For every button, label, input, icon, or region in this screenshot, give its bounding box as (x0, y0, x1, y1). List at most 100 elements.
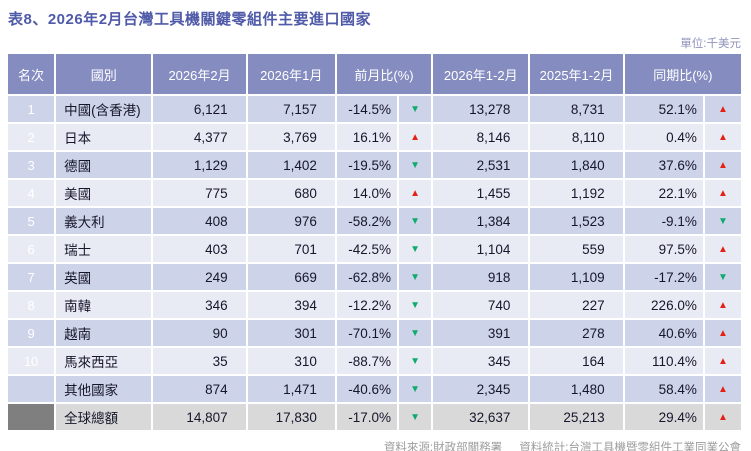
table-row: 6 瑞士 403 701 -42.5% ▼ 1,104 559 97.5% ▲ (8, 236, 741, 262)
trend-up-icon: ▲ (704, 124, 741, 150)
mom-percent: -19.5% (336, 152, 398, 178)
trend-down-icon: ▼ (704, 208, 741, 234)
trend-up-icon: ▲ (704, 376, 741, 402)
jan-2026-value: 680 (247, 180, 335, 206)
trend-up-icon: ▲ (704, 320, 741, 346)
rank-cell: 10 (8, 348, 55, 374)
ytd-2025-value: 1,523 (530, 208, 623, 234)
table-row: 其他國家 874 1,471 -40.6% ▼ 2,345 1,480 58.4% ▲ (8, 376, 741, 402)
trend-down-icon: ▼ (704, 264, 741, 290)
col-header-country: 國別 (56, 54, 152, 94)
ytd-2025-value: 8,110 (530, 124, 623, 150)
country-cell: 英國 (56, 264, 152, 290)
ytd-2026-value: 918 (433, 264, 529, 290)
yoy-percent: 97.5% (624, 236, 703, 262)
col-header-rank: 名次 (8, 54, 55, 94)
header-row: 名次 國別 2026年2月 2026年1月 前月比(%) 2026年1-2月 2… (8, 54, 741, 94)
yoy-percent: 58.4% (624, 376, 703, 402)
ytd-2026-value: 1,104 (433, 236, 529, 262)
feb-2026-value: 35 (153, 348, 246, 374)
trend-down-icon: ▼ (399, 376, 432, 402)
table-body: 1 中國(含香港) 6,121 7,157 -14.5% ▼ 13,278 8,731 52.1… (8, 96, 741, 430)
trend-down-icon: ▼ (399, 292, 432, 318)
yoy-percent: 52.1% (624, 96, 703, 122)
ytd-2026-value: 2,345 (433, 376, 529, 402)
mom-percent: -12.2% (336, 292, 398, 318)
ytd-2026-value: 391 (433, 320, 529, 346)
statistics-label: 資料統計:台灣工具機暨零組件工業同業公會 (519, 442, 741, 451)
jan-2026-value: 310 (247, 348, 335, 374)
rank-cell: 8 (8, 292, 55, 318)
trend-up-icon: ▲ (704, 292, 741, 318)
trend-down-icon: ▼ (399, 96, 432, 122)
trend-down-icon: ▼ (399, 404, 432, 430)
jan-2026-value: 1,471 (247, 376, 335, 402)
rank-cell (8, 376, 55, 402)
trend-down-icon: ▼ (399, 152, 432, 178)
jan-2026-value: 3,769 (247, 124, 335, 150)
col-header-jan-2026: 2026年1月 (247, 54, 335, 94)
country-cell: 中國(含香港) (56, 96, 152, 122)
trend-down-icon: ▼ (399, 348, 432, 374)
trend-up-icon: ▲ (704, 236, 741, 262)
jan-2026-value: 7,157 (247, 96, 335, 122)
rank-cell (8, 404, 55, 430)
data-source-note: 資料來源:財政部關務署 資料統計:台灣工具機暨零組件工業同業公會 (8, 439, 743, 451)
trend-up-icon: ▲ (704, 96, 741, 122)
country-cell: 義大利 (56, 208, 152, 234)
table-row: 4 美國 775 680 14.0% ▲ 1,455 1,192 22.1% ▲ (8, 180, 741, 206)
mom-percent: -58.2% (336, 208, 398, 234)
ytd-2026-value: 32,637 (433, 404, 529, 430)
mom-percent: -62.8% (336, 264, 398, 290)
country-cell: 越南 (56, 320, 152, 346)
trend-down-icon: ▼ (399, 208, 432, 234)
trend-up-icon: ▲ (704, 404, 741, 430)
jan-2026-value: 17,830 (247, 404, 335, 430)
table-row: 5 義大利 408 976 -58.2% ▼ 1,384 1,523 -9.1% ▼ (8, 208, 741, 234)
ytd-2026-value: 740 (433, 292, 529, 318)
ytd-2025-value: 1,192 (530, 180, 623, 206)
source-label: 資料來源:財政部關務署 (383, 442, 503, 451)
mom-percent: -42.5% (336, 236, 398, 262)
col-header-ytd-2026: 2026年1-2月 (433, 54, 529, 94)
feb-2026-value: 346 (153, 292, 246, 318)
country-cell: 美國 (56, 180, 152, 206)
ytd-2025-value: 559 (530, 236, 623, 262)
col-header-ytd-2025: 2025年1-2月 (530, 54, 623, 94)
ytd-2026-value: 8,146 (433, 124, 529, 150)
mom-percent: -70.1% (336, 320, 398, 346)
col-header-mom-change: 前月比(%) (336, 54, 432, 94)
page-title: 表8、2026年2月台灣工具機關鍵零組件主要進口國家 (8, 11, 372, 28)
rank-cell: 7 (8, 264, 55, 290)
country-cell: 南韓 (56, 292, 152, 318)
rank-cell: 2 (8, 124, 55, 150)
yoy-percent: 40.6% (624, 320, 703, 346)
country-cell: 馬來西亞 (56, 348, 152, 374)
feb-2026-value: 775 (153, 180, 246, 206)
yoy-percent: 37.6% (624, 152, 703, 178)
trend-up-icon: ▲ (399, 124, 432, 150)
mom-percent: -88.7% (336, 348, 398, 374)
feb-2026-value: 874 (153, 376, 246, 402)
yoy-percent: 226.0% (624, 292, 703, 318)
rank-cell: 4 (8, 180, 55, 206)
ytd-2026-value: 1,455 (433, 180, 529, 206)
table-row: 7 英國 249 669 -62.8% ▼ 918 1,109 -17.2% ▼ (8, 264, 741, 290)
table-header: 名次 國別 2026年2月 2026年1月 前月比(%) 2026年1-2月 2… (8, 54, 741, 94)
trend-up-icon: ▲ (704, 152, 741, 178)
mom-percent: -40.6% (336, 376, 398, 402)
col-header-feb-2026: 2026年2月 (153, 54, 246, 94)
ytd-2026-value: 1,384 (433, 208, 529, 234)
jan-2026-value: 669 (247, 264, 335, 290)
ytd-2025-value: 8,731 (530, 96, 623, 122)
jan-2026-value: 394 (247, 292, 335, 318)
rank-cell: 3 (8, 152, 55, 178)
country-cell: 其他國家 (56, 376, 152, 402)
country-cell: 德國 (56, 152, 152, 178)
mom-percent: 16.1% (336, 124, 398, 150)
rank-cell: 6 (8, 236, 55, 262)
ytd-2026-value: 345 (433, 348, 529, 374)
table-row: 3 德國 1,129 1,402 -19.5% ▼ 2,531 1,840 37.6% ▲ (8, 152, 741, 178)
jan-2026-value: 301 (247, 320, 335, 346)
trend-down-icon: ▼ (399, 320, 432, 346)
